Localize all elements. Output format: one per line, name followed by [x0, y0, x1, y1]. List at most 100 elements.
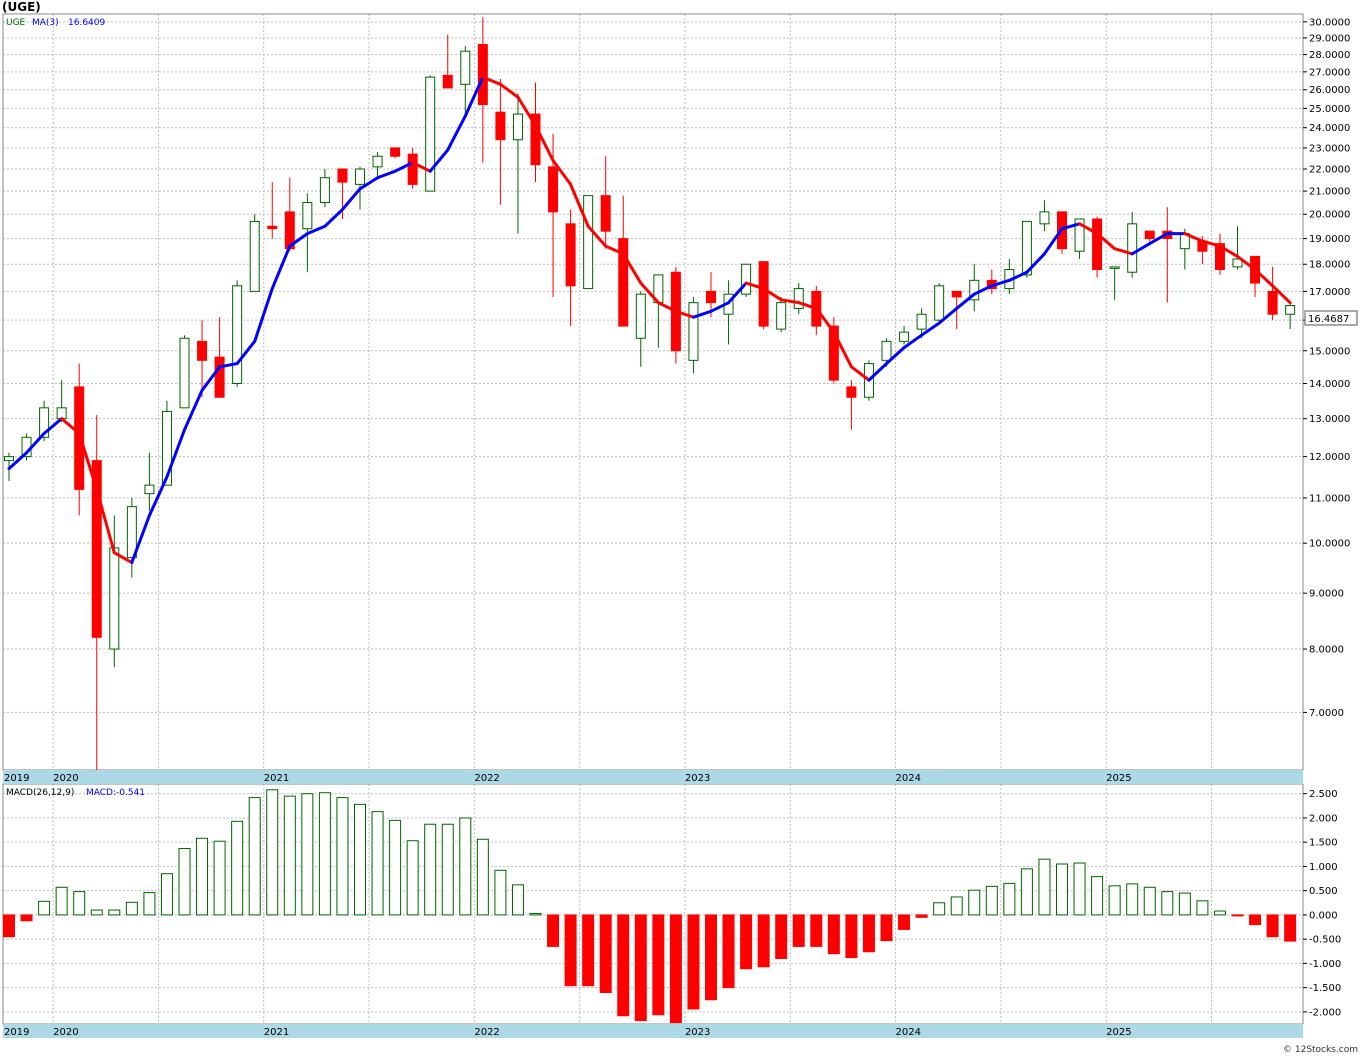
legend-symbol: UGE — [6, 18, 26, 28]
price-y-tick-label: 19.0000 — [1309, 234, 1350, 245]
macd-bar — [1178, 892, 1191, 916]
candle-body — [109, 547, 120, 650]
candle — [899, 326, 910, 345]
candle — [951, 290, 962, 330]
ma-segment — [1218, 244, 1239, 258]
macd-bar — [898, 914, 911, 930]
candle — [1162, 207, 1173, 303]
macd-bar — [985, 885, 998, 916]
candle — [530, 82, 541, 183]
candle — [39, 400, 50, 442]
candle-body — [232, 285, 243, 384]
candle — [4, 452, 14, 481]
price-y-tick-label: 9.0000 — [1309, 589, 1344, 600]
price-x-tick-label: 2025 — [1106, 773, 1131, 784]
candle — [846, 380, 857, 430]
candle — [986, 269, 997, 295]
ma-segment — [481, 75, 502, 86]
candle-body — [776, 302, 787, 330]
ma-segment — [1095, 232, 1117, 251]
candle — [793, 283, 804, 315]
price-x-tick-label: 2021 — [264, 773, 289, 784]
macd-bar — [511, 884, 524, 916]
candle-body — [846, 386, 857, 398]
candle — [372, 152, 383, 178]
candle — [969, 264, 980, 312]
macd-x-tick-label: 2020 — [53, 1027, 78, 1038]
ma-segment — [1236, 254, 1257, 272]
candle-body — [1267, 290, 1278, 315]
candle-body — [197, 340, 208, 361]
candle — [179, 335, 190, 409]
candle-body — [1039, 211, 1050, 225]
macd-x-tick-label: 2019 — [4, 1027, 29, 1038]
ma-segment — [1042, 227, 1064, 256]
candle-body — [249, 220, 260, 292]
macd-bar — [862, 914, 875, 953]
candle-body — [1285, 305, 1296, 315]
macd-bar — [757, 914, 770, 968]
candle — [670, 266, 681, 364]
macd-bar — [1038, 858, 1051, 916]
price-x-tick-label: 2024 — [896, 773, 921, 784]
candle — [126, 497, 137, 578]
macd-bar — [1073, 862, 1086, 916]
ma-segment — [165, 428, 186, 479]
price-y-tick-label: 30.0000 — [1309, 17, 1350, 28]
macd-bar — [652, 914, 665, 1016]
ma-segment — [183, 388, 204, 432]
price-gridlines — [3, 14, 1303, 770]
price-y-tick-label: 20.0000 — [1309, 210, 1350, 221]
macd-histogram — [3, 789, 1297, 1024]
macd-y-tick-label: 2.000 — [1309, 813, 1338, 824]
price-y-tick-label: 28.0000 — [1309, 50, 1350, 61]
macd-bar — [1249, 914, 1262, 926]
candle-body — [1092, 218, 1103, 271]
ma-segment — [288, 232, 309, 248]
candle-body — [934, 285, 945, 321]
ma-segment — [832, 330, 853, 369]
ma-segment — [1253, 268, 1275, 288]
price-y-tick-label: 27.0000 — [1309, 67, 1350, 78]
candle-body — [828, 325, 839, 381]
candle-body — [460, 50, 471, 85]
candle-body — [477, 44, 488, 106]
ma-segment — [920, 321, 941, 337]
ma-segment — [586, 224, 608, 248]
candle-body — [793, 288, 804, 309]
ma-segment — [656, 301, 678, 313]
macd-bar — [196, 837, 209, 916]
macd-y-axis: -2.000 -1.500 -1.000 -0.500 0.000 0.500 1.000 1… — [1303, 789, 1341, 1018]
candle-body — [302, 202, 313, 230]
candlestick-series — [4, 17, 1296, 770]
ma-segment — [674, 309, 695, 319]
price-y-tick-label: 18.0000 — [1309, 260, 1350, 271]
ma-segment — [709, 301, 731, 313]
price-y-tick-label: 22.0000 — [1309, 165, 1350, 176]
candle — [1074, 218, 1085, 259]
candle — [302, 193, 313, 273]
macd-bar — [38, 900, 51, 916]
candle-body — [425, 76, 436, 192]
macd-bar — [73, 891, 86, 916]
candle-body — [39, 407, 50, 438]
last-price-box — [1304, 310, 1358, 326]
price-y-tick-label: 25.0000 — [1309, 104, 1350, 115]
candle — [337, 168, 348, 220]
price-y-tick-label: 26.0000 — [1309, 85, 1350, 96]
candle-body — [548, 166, 559, 213]
macd-bar — [1143, 886, 1156, 916]
ma-segment — [990, 278, 1011, 288]
ma-segment — [1078, 222, 1099, 236]
macd-bar — [705, 914, 717, 1001]
macd-y-tick-label: -0.500 — [1309, 935, 1341, 946]
candle — [267, 182, 278, 239]
macd-bar — [389, 819, 402, 916]
candle — [1267, 266, 1278, 321]
candle — [828, 317, 839, 384]
macd-bar — [406, 840, 419, 916]
candle-body — [881, 340, 892, 361]
candle — [284, 177, 295, 252]
ma-segment — [779, 298, 801, 305]
